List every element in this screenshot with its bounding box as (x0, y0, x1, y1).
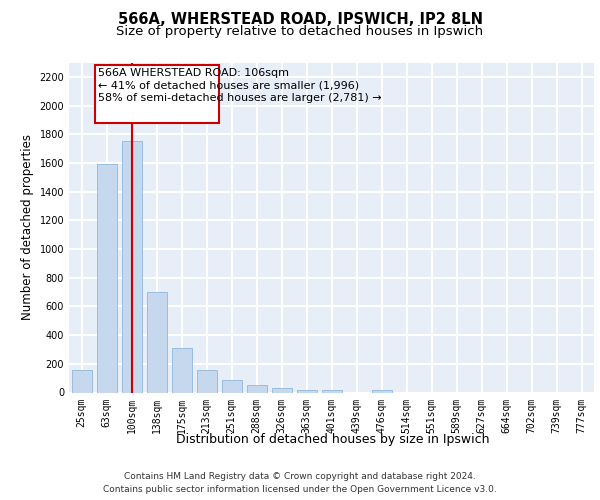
Bar (271, 388, 292, 392)
Bar (197, 370, 217, 392)
Bar (97, 164, 116, 392)
Bar (146, 292, 167, 392)
Bar (221, 380, 241, 392)
Bar (172, 348, 191, 393)
Bar (71, 370, 91, 392)
Text: Distribution of detached houses by size in Ipswich: Distribution of detached houses by size … (176, 432, 490, 446)
Bar (247, 386, 266, 392)
Bar (371, 390, 392, 392)
Text: Size of property relative to detached houses in Ipswich: Size of property relative to detached ho… (116, 25, 484, 38)
Bar (296, 390, 317, 392)
Bar (322, 390, 341, 392)
Bar (121, 142, 142, 392)
Text: ← 41% of detached houses are smaller (1,996): ← 41% of detached houses are smaller (1,… (98, 80, 359, 90)
Text: 566A, WHERSTEAD ROAD, IPSWICH, IP2 8LN: 566A, WHERSTEAD ROAD, IPSWICH, IP2 8LN (118, 12, 482, 28)
Text: Contains HM Land Registry data © Crown copyright and database right 2024.: Contains HM Land Registry data © Crown c… (124, 472, 476, 481)
Y-axis label: Number of detached properties: Number of detached properties (21, 134, 34, 320)
Text: 566A WHERSTEAD ROAD: 106sqm: 566A WHERSTEAD ROAD: 106sqm (98, 68, 290, 78)
Text: Contains public sector information licensed under the Open Government Licence v3: Contains public sector information licen… (103, 485, 497, 494)
Text: 58% of semi-detached houses are larger (2,781) →: 58% of semi-detached houses are larger (… (98, 92, 382, 102)
FancyBboxPatch shape (95, 64, 218, 124)
